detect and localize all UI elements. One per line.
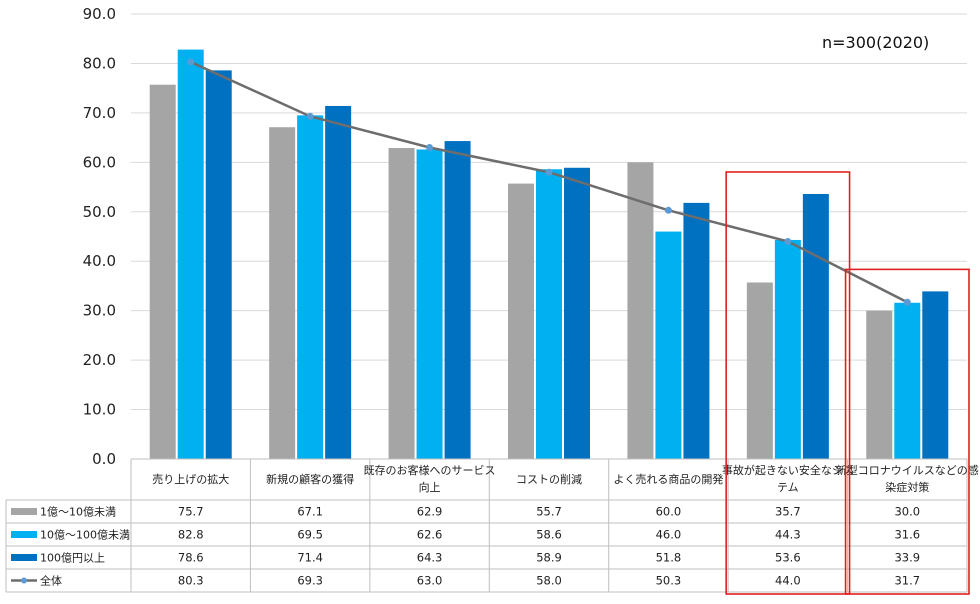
data-label: 67.1	[297, 505, 323, 519]
line-point	[784, 237, 792, 245]
line-point	[545, 168, 553, 176]
y-tick-label: 0.0	[92, 450, 116, 468]
category-label: 事故が起きない安全なシス	[722, 463, 854, 477]
data-label: 44.3	[775, 528, 801, 542]
bar	[627, 162, 654, 460]
data-label: 58.9	[536, 551, 562, 565]
bar	[866, 310, 893, 459]
sample-size-note: n=300(2020)	[822, 33, 929, 52]
data-label: 58.6	[536, 528, 562, 542]
bar	[325, 105, 352, 459]
category-label: 染症対策	[885, 480, 929, 494]
data-label: 30.0	[894, 505, 920, 519]
legend-swatch	[11, 554, 37, 561]
data-label: 69.3	[297, 574, 323, 588]
bar	[444, 141, 471, 460]
data-label: 82.8	[178, 528, 204, 542]
y-tick-label: 30.0	[83, 302, 116, 320]
data-label: 44.0	[775, 574, 801, 588]
highlight-box	[725, 171, 851, 595]
y-axis: 0.0 10.0 20.0 30.0 40.0 50.0 60.0 70.0 80.0 90.0	[83, 5, 116, 468]
y-tick-label: 40.0	[83, 252, 116, 270]
bar	[388, 147, 415, 459]
legend-swatch	[11, 508, 37, 515]
line-point	[664, 206, 672, 214]
bar	[536, 169, 562, 459]
data-label: 62.6	[417, 528, 443, 542]
bar	[269, 127, 296, 459]
data-label: 53.6	[775, 551, 801, 565]
bars	[149, 49, 949, 460]
legend-label: 1億～10億未満	[40, 506, 116, 519]
data-label: 58.0	[536, 574, 562, 588]
bar	[297, 115, 324, 459]
data-label: 31.7	[894, 574, 920, 588]
y-tick-label: 20.0	[83, 351, 116, 369]
data-label: 63.0	[417, 574, 443, 588]
data-label: 33.9	[894, 551, 920, 565]
bar	[564, 167, 590, 459]
bar	[774, 239, 801, 459]
legend-swatch	[11, 531, 37, 538]
y-tick-label: 10.0	[83, 401, 116, 419]
data-label: 71.4	[297, 551, 323, 565]
data-label: 78.6	[178, 551, 204, 565]
bar	[508, 183, 534, 459]
line-point	[306, 112, 314, 120]
line-point	[187, 58, 195, 66]
line-point	[426, 144, 434, 151]
bar	[894, 302, 921, 459]
y-tick-label: 90.0	[83, 5, 116, 23]
data-label: 50.3	[656, 574, 682, 588]
legend-label: 全体	[40, 574, 62, 588]
bar	[802, 193, 829, 459]
category-label: 新型コロナウイルスなどの感	[836, 463, 979, 477]
data-label: 62.9	[417, 505, 443, 519]
data-label: 80.3	[178, 574, 204, 588]
y-tick-label: 70.0	[83, 104, 116, 122]
bar	[683, 202, 710, 459]
highlight-box	[844, 268, 970, 595]
y-tick-label: 60.0	[83, 153, 116, 171]
bar	[416, 149, 443, 459]
line-point	[903, 298, 911, 306]
category-label: よく売れる商品の開発	[613, 472, 723, 486]
bar	[655, 231, 682, 459]
overall-line	[187, 58, 911, 306]
data-label: 69.5	[297, 528, 323, 542]
legend-label: 100億円以上	[40, 552, 105, 565]
data-label: 31.6	[894, 528, 920, 542]
data-label: 46.0	[656, 528, 682, 542]
data-label: 51.8	[656, 551, 682, 565]
legend-label: 10億～100億未満	[40, 529, 130, 542]
data-label: 64.3	[417, 551, 443, 565]
category-label: 向上	[419, 480, 441, 494]
category-label: 既存のお客様へのサービス	[364, 463, 496, 477]
category-label: テム	[777, 481, 799, 494]
data-label: 75.7	[178, 505, 204, 519]
category-label: 売り上げの拡大	[152, 472, 229, 486]
bar	[922, 291, 949, 459]
y-tick-label: 50.0	[83, 203, 116, 221]
category-label: 新規の顧客の獲得	[266, 472, 354, 486]
y-tick-label: 80.0	[83, 54, 116, 72]
highlight-boxes	[725, 171, 970, 595]
category-label: コストの削減	[516, 472, 582, 486]
bar	[149, 84, 176, 459]
bar	[746, 282, 773, 459]
data-label: 55.7	[536, 505, 562, 519]
data-label: 35.7	[775, 505, 801, 519]
bar	[177, 49, 204, 459]
data-label: 60.0	[656, 505, 682, 519]
legend-marker	[21, 577, 27, 584]
bar	[205, 70, 232, 459]
